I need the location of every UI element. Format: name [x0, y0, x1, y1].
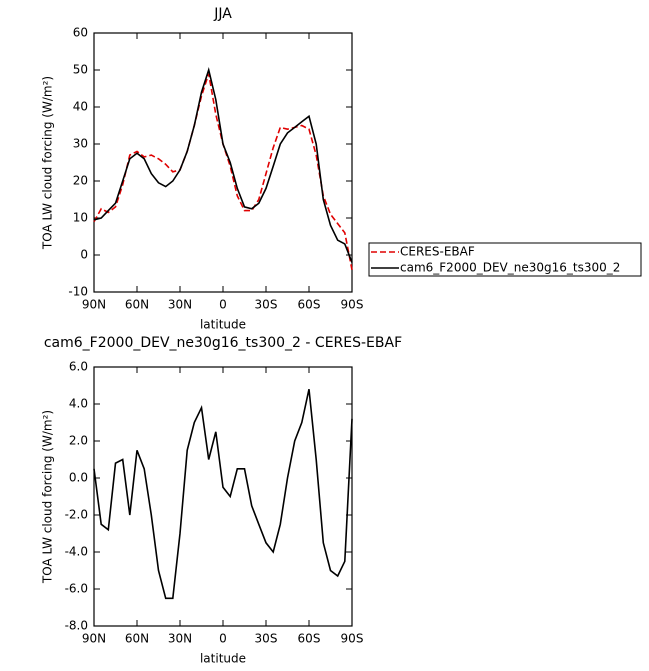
x-tick-label: 30S: [255, 632, 278, 646]
y-tick-label: 20: [73, 174, 88, 188]
x-tick-label: 30N: [168, 298, 192, 312]
x-tick-label: 30S: [255, 298, 278, 312]
plot-frame: [93, 32, 353, 293]
y-tick-label: 0.0: [69, 471, 88, 485]
y-tick-label: -8.0: [65, 619, 88, 633]
chart-title: cam6_F2000_DEV_ne30g16_ts300_2 - CERES-E…: [44, 335, 402, 351]
y-tick-label: 0: [80, 248, 88, 262]
x-tick-label: 90S: [341, 298, 364, 312]
x-tick-label: 60S: [298, 298, 321, 312]
x-tick-label: 60S: [298, 632, 321, 646]
x-axis-label: latitude: [200, 318, 246, 332]
y-tick-label: 4.0: [69, 397, 88, 411]
plot-frame: [93, 366, 353, 627]
y-tick-label: 2.0: [69, 434, 88, 448]
legend-label: CERES-EBAF: [400, 245, 475, 259]
y-tick-label: -6.0: [65, 582, 88, 596]
data-line: [93, 389, 353, 600]
x-tick-label: 90S: [341, 632, 364, 646]
x-tick-label: 0: [219, 298, 227, 312]
y-tick-label: 60: [73, 26, 88, 40]
y-tick-label: 6.0: [69, 360, 88, 374]
y-axis-label: TOA LW cloud forcing (W/m²): [41, 410, 55, 584]
y-tick-label: 30: [73, 137, 88, 151]
y-tick-label: 40: [73, 100, 88, 114]
x-tick-label: 30N: [168, 632, 192, 646]
y-tick-label: -2.0: [65, 508, 88, 522]
x-tick-label: 60N: [125, 298, 149, 312]
x-tick-label: 0: [219, 632, 227, 646]
x-tick-label: 90N: [82, 632, 106, 646]
data-line: [93, 67, 353, 263]
legend-label: cam6_F2000_DEV_ne30g16_ts300_2: [400, 261, 620, 275]
x-tick-label: 90N: [82, 298, 106, 312]
y-tick-label: -4.0: [65, 545, 88, 559]
y-axis-label: TOA LW cloud forcing (W/m²): [41, 76, 55, 250]
y-tick-label: 10: [73, 211, 88, 225]
x-axis-label: latitude: [200, 652, 246, 666]
y-tick-label: 50: [73, 63, 88, 77]
data-line: [93, 73, 353, 270]
legend-box: [368, 242, 642, 277]
y-tick-label: -10: [68, 285, 88, 299]
x-tick-label: 60N: [125, 632, 149, 646]
chart-title: JJA: [213, 6, 232, 22]
